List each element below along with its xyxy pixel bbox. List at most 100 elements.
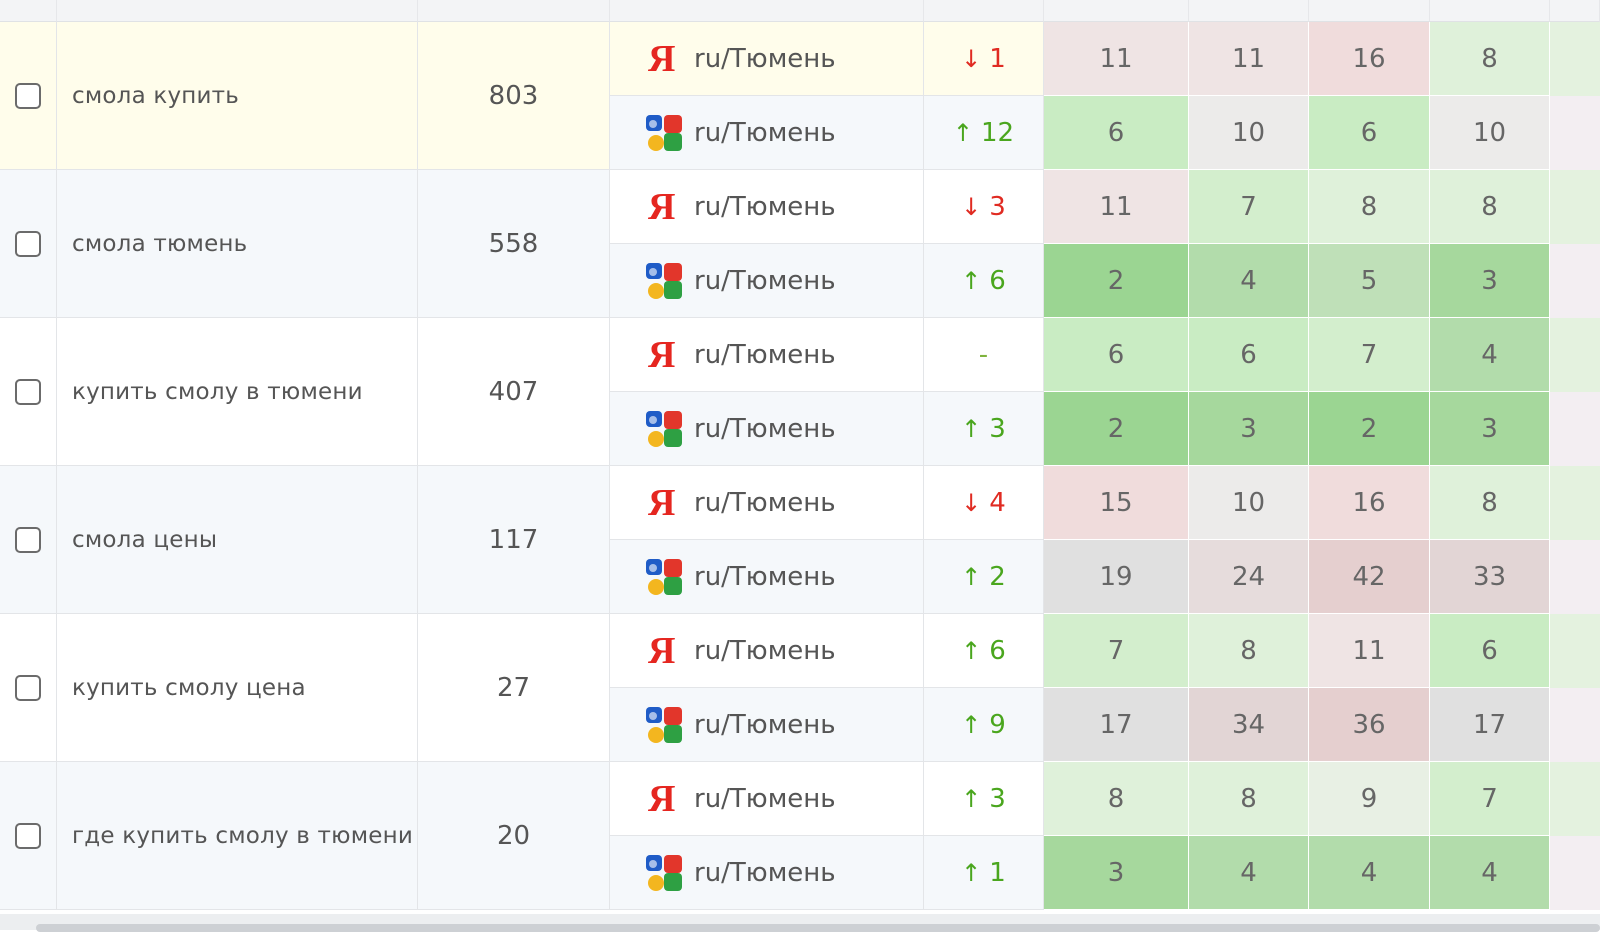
region-label: ru/Тюмень xyxy=(694,487,836,518)
position-value-cell: 2 xyxy=(1044,244,1189,318)
position-value-cell: 9 xyxy=(1309,762,1430,836)
position-change-value: - xyxy=(978,339,989,370)
keyword-cell[interactable]: смола цены xyxy=(57,466,418,614)
position-change-value: 1 xyxy=(989,43,1006,74)
google-engine-cell: ru/Тюмень xyxy=(610,540,924,614)
position-value-cell: 3 xyxy=(1430,244,1550,318)
position-change-cell: ↑ 1 xyxy=(924,836,1044,910)
arrow-up-icon: ↑ xyxy=(961,784,982,813)
position-change-value: 3 xyxy=(989,191,1006,222)
position-value-cell-partial xyxy=(1550,96,1600,170)
position-value-cell: 24 xyxy=(1189,540,1309,614)
google-logo-icon xyxy=(644,261,684,301)
position-value-cell: 2 xyxy=(1309,392,1430,466)
position-value-cell-partial xyxy=(1550,836,1600,910)
region-label: ru/Тюмень xyxy=(694,339,836,370)
position-value-cell: 6 xyxy=(1309,96,1430,170)
column-header[interactable] xyxy=(57,0,418,22)
row-checkbox[interactable] xyxy=(15,230,41,257)
position-value-cell: 19 xyxy=(1044,540,1189,614)
position-value-cell: 7 xyxy=(1309,318,1430,392)
row-select-cell xyxy=(0,466,57,614)
position-value-cell-partial xyxy=(1550,540,1600,614)
horizontal-scrollbar-thumb[interactable] xyxy=(36,924,1600,932)
position-value-cell-partial xyxy=(1550,762,1600,836)
row-checkbox[interactable] xyxy=(15,674,41,701)
column-header[interactable] xyxy=(1189,0,1309,22)
region-label: ru/Тюмень xyxy=(694,561,836,592)
keyword-cell[interactable]: купить смолу в тюмени xyxy=(57,318,418,466)
region-label: ru/Тюмень xyxy=(694,265,836,296)
position-change-cell: ↑ 12 xyxy=(924,96,1044,170)
position-value-cell: 8 xyxy=(1044,762,1189,836)
position-change-cell: ↑ 2 xyxy=(924,540,1044,614)
position-value-cell: 10 xyxy=(1430,96,1550,170)
position-change-cell: ↓ 1 xyxy=(924,22,1044,96)
keyword-cell[interactable]: где купить смолу в тюмени xyxy=(57,762,418,910)
arrow-up-icon: ↑ xyxy=(961,636,982,665)
keyword-cell[interactable]: смола купить xyxy=(57,22,418,170)
position-value-cell: 10 xyxy=(1189,466,1309,540)
google-logo-icon xyxy=(644,705,684,745)
row-checkbox[interactable] xyxy=(15,378,41,405)
position-value-cell: 4 xyxy=(1189,836,1309,910)
position-change-value: 6 xyxy=(989,635,1006,666)
position-value-cell: 17 xyxy=(1430,688,1550,762)
search-volume-cell: 558 xyxy=(418,170,610,318)
position-value-cell: 4 xyxy=(1189,244,1309,318)
column-header[interactable] xyxy=(610,0,924,22)
position-value-cell: 16 xyxy=(1309,466,1430,540)
position-value-cell: 6 xyxy=(1044,318,1189,392)
google-logo-icon xyxy=(644,113,684,153)
position-value-cell: 4 xyxy=(1430,836,1550,910)
position-value-cell-partial xyxy=(1550,170,1600,244)
google-engine-cell: ru/Тюмень xyxy=(610,244,924,318)
column-header[interactable] xyxy=(1309,0,1430,22)
position-value-cell: 8 xyxy=(1430,170,1550,244)
column-header[interactable] xyxy=(418,0,610,22)
row-checkbox[interactable] xyxy=(15,82,41,109)
search-volume-cell: 407 xyxy=(418,318,610,466)
position-value-cell: 6 xyxy=(1189,318,1309,392)
position-value-cell: 33 xyxy=(1430,540,1550,614)
yandex-logo-icon: Я xyxy=(648,629,676,672)
region-label: ru/Тюмень xyxy=(694,857,836,888)
position-value-cell: 7 xyxy=(1044,614,1189,688)
position-value-cell: 5 xyxy=(1309,244,1430,318)
position-change-value: 12 xyxy=(981,117,1015,148)
search-volume-cell: 803 xyxy=(418,22,610,170)
column-header[interactable] xyxy=(1550,0,1600,22)
column-header[interactable] xyxy=(924,0,1044,22)
position-change-cell: ↑ 3 xyxy=(924,392,1044,466)
position-change-cell: ↑ 9 xyxy=(924,688,1044,762)
google-logo-icon xyxy=(644,409,684,449)
row-checkbox[interactable] xyxy=(15,526,41,553)
row-select-cell xyxy=(0,22,57,170)
search-volume-cell: 20 xyxy=(418,762,610,910)
position-value-cell: 16 xyxy=(1309,22,1430,96)
yandex-logo-icon: Я xyxy=(648,481,676,524)
arrow-down-icon: ↓ xyxy=(961,192,982,221)
position-value-cell: 4 xyxy=(1309,836,1430,910)
position-value-cell: 6 xyxy=(1430,614,1550,688)
column-header[interactable] xyxy=(1430,0,1550,22)
position-value-cell: 8 xyxy=(1189,614,1309,688)
column-header[interactable] xyxy=(1044,0,1189,22)
row-checkbox[interactable] xyxy=(15,822,41,849)
arrow-up-icon: ↑ xyxy=(961,858,982,887)
search-volume-cell: 117 xyxy=(418,466,610,614)
row-select-cell xyxy=(0,762,57,910)
keyword-cell[interactable]: купить смолу цена xyxy=(57,614,418,762)
keyword-cell[interactable]: смола тюмень xyxy=(57,170,418,318)
position-value-cell-partial xyxy=(1550,318,1600,392)
row-select-cell xyxy=(0,614,57,762)
column-header[interactable] xyxy=(0,0,57,22)
position-value-cell: 3 xyxy=(1044,836,1189,910)
google-engine-cell: ru/Тюмень xyxy=(610,392,924,466)
region-label: ru/Тюмень xyxy=(694,413,836,444)
